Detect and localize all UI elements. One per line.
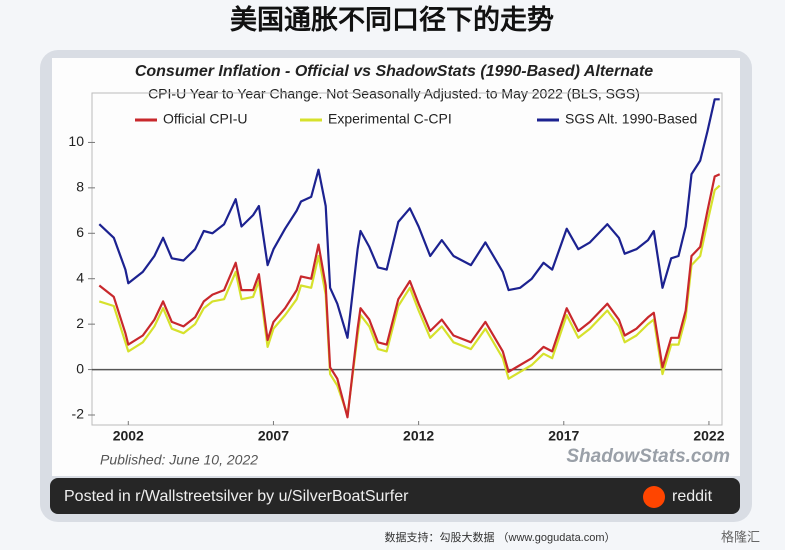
footer-text: 数据支持：勾股大数据 （www.gogudata.com）: [384, 530, 615, 544]
legend-label: Official CPI-U: [163, 111, 248, 127]
y-tick-label: -2: [72, 406, 85, 422]
post-text: Posted in r/Wallstreetsilver by u/Silver…: [64, 488, 409, 505]
legend-label: Experimental C-CPI: [328, 111, 452, 127]
y-tick-label: 8: [76, 179, 84, 195]
series-line: [98, 173, 721, 419]
source-note: ShadowStats.com: [566, 446, 730, 467]
series-line: [98, 184, 721, 417]
legend-label: SGS Alt. 1990-Based: [565, 111, 697, 127]
series-line: [98, 98, 720, 339]
y-tick-label: 10: [68, 133, 84, 149]
y-tick-label: 0: [76, 360, 84, 376]
y-tick-label: 4: [76, 269, 84, 285]
x-tick-label: 2007: [258, 428, 289, 444]
post-bar: [50, 478, 740, 514]
chart-panel: [52, 58, 740, 476]
x-tick-label: 2002: [113, 428, 144, 444]
watermark: 格隆汇: [721, 529, 760, 544]
y-tick-label: 2: [76, 315, 84, 331]
published-note: Published: June 10, 2022: [100, 452, 258, 468]
x-tick-label: 2017: [548, 428, 579, 444]
x-tick-label: 2022: [693, 428, 724, 444]
reddit-label: reddit: [672, 488, 713, 505]
plot: -2 0 2 4 6 8 10 2002 2007 2012 2017 2022 Official CP…: [68, 92, 725, 444]
page-header: 美国通胀不同口径下的走势: [230, 4, 554, 35]
plot-frame: [91, 92, 723, 426]
y-tick-label: 6: [76, 224, 84, 240]
chart-subtitle: CPI-U Year to Year Change. Not Seasonall…: [148, 86, 640, 102]
x-tick-label: 2012: [403, 428, 434, 444]
chart-title: Consumer Inflation - Official vs ShadowS…: [135, 63, 653, 80]
reddit-icon: [643, 486, 665, 508]
